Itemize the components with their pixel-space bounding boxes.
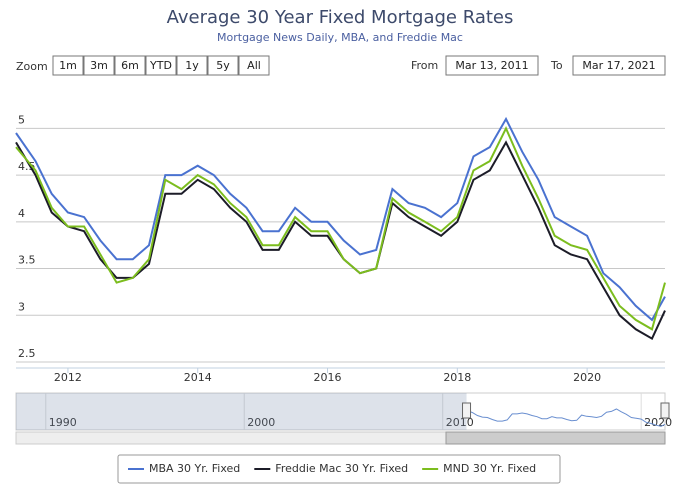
y-tick-label: 3 bbox=[18, 300, 25, 313]
navigator-handle[interactable] bbox=[462, 402, 472, 419]
zoom-button[interactable]: 3m bbox=[83, 55, 115, 76]
navigator-tick-label: 2020 bbox=[644, 416, 672, 429]
x-tick-label: 2020 bbox=[573, 371, 601, 384]
zoom-label: Zoom bbox=[16, 60, 48, 73]
zoom-button-box bbox=[114, 55, 146, 76]
zoom-button[interactable]: All bbox=[238, 55, 270, 76]
to-label: To bbox=[550, 59, 563, 72]
zoom-button-box bbox=[52, 55, 84, 76]
navigator-mask bbox=[16, 393, 467, 430]
legend-label[interactable]: MBA 30 Yr. Fixed bbox=[149, 462, 240, 475]
zoom-button-label: 5y bbox=[216, 59, 230, 72]
zoom-button-box bbox=[238, 55, 270, 76]
from-label: From bbox=[411, 59, 438, 72]
zoom-button-box bbox=[207, 55, 239, 76]
series-line bbox=[15, 126, 666, 331]
zoom-button-label: 1y bbox=[185, 59, 199, 72]
x-tick-label: 2014 bbox=[184, 371, 212, 384]
zoom-button-box bbox=[83, 55, 115, 76]
zoom-button[interactable]: 6m bbox=[114, 55, 146, 76]
navigator-frame bbox=[15, 392, 666, 431]
navigator-tick-label: 2010 bbox=[446, 416, 474, 429]
from-input[interactable]: Mar 13, 2011 bbox=[445, 55, 539, 76]
zoom-button-label: 6m bbox=[121, 59, 139, 72]
navigator-series bbox=[466, 408, 666, 427]
zoom-button[interactable]: 1y bbox=[176, 55, 208, 76]
zoom-button-box bbox=[145, 55, 177, 76]
y-tick-label: 2.5 bbox=[18, 347, 36, 360]
chart-title: Average 30 Year Fixed Mortgage Rates bbox=[167, 7, 514, 28]
zoom-button-label: YTD bbox=[149, 59, 172, 72]
y-tick-label: 3.5 bbox=[18, 254, 36, 267]
zoom-button[interactable]: 1m bbox=[52, 55, 84, 76]
from-date: Mar 13, 2011 bbox=[455, 59, 528, 72]
x-tick-label: 2012 bbox=[54, 371, 82, 384]
to-date: Mar 17, 2021 bbox=[582, 59, 655, 72]
to-input[interactable]: Mar 17, 2021 bbox=[572, 55, 666, 76]
series-line bbox=[15, 116, 666, 322]
chart-subtitle: Mortgage News Daily, MBA, and Freddie Ma… bbox=[217, 31, 463, 44]
legend-label[interactable]: Freddie Mac 30 Yr. Fixed bbox=[275, 462, 408, 475]
scrollbar-thumb[interactable] bbox=[445, 431, 666, 445]
navigator-tick-label: 1990 bbox=[49, 416, 77, 429]
navigator-handle[interactable] bbox=[660, 402, 670, 419]
legend bbox=[117, 454, 561, 484]
legend-label[interactable]: MND 30 Yr. Fixed bbox=[443, 462, 536, 475]
y-tick-label: 4 bbox=[18, 207, 25, 220]
navigator-tick-label: 2000 bbox=[247, 416, 275, 429]
x-tick-label: 2018 bbox=[443, 371, 471, 384]
zoom-button[interactable]: YTD bbox=[145, 55, 177, 76]
zoom-button-label: 1m bbox=[59, 59, 77, 72]
zoom-button-label: All bbox=[247, 59, 261, 72]
zoom-button-box bbox=[176, 55, 208, 76]
zoom-button[interactable]: 5y bbox=[207, 55, 239, 76]
x-tick-label: 2016 bbox=[314, 371, 342, 384]
series-line bbox=[15, 140, 666, 341]
y-tick-label: 5 bbox=[18, 113, 25, 126]
y-tick-label: 4.5 bbox=[18, 160, 36, 173]
zoom-button-label: 3m bbox=[90, 59, 108, 72]
